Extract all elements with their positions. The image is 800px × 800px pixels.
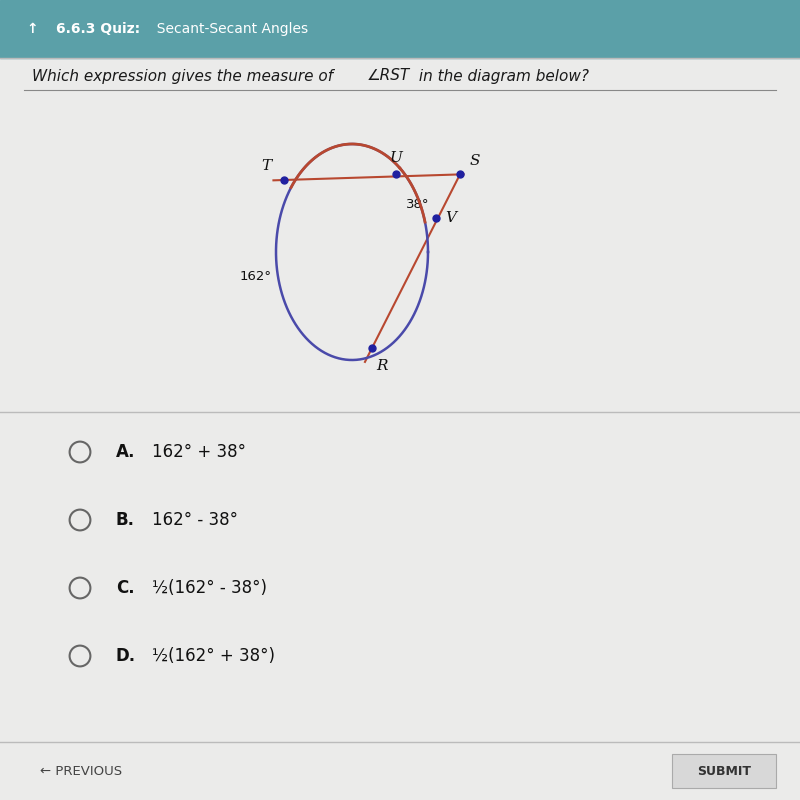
Circle shape [70, 578, 90, 598]
Text: R: R [376, 358, 387, 373]
Text: ∠RST: ∠RST [366, 69, 410, 83]
Text: 6.6.3 Quiz:: 6.6.3 Quiz: [56, 22, 140, 36]
Text: Which expression gives the measure of: Which expression gives the measure of [32, 69, 338, 83]
Text: A.: A. [116, 443, 135, 461]
Text: D.: D. [116, 647, 136, 665]
Text: 162°: 162° [240, 270, 272, 282]
Text: U: U [390, 151, 402, 166]
Text: V: V [445, 210, 456, 225]
Text: B.: B. [116, 511, 135, 529]
Text: in the diagram below?: in the diagram below? [414, 69, 590, 83]
Text: ½(162° - 38°): ½(162° - 38°) [152, 579, 267, 597]
Text: 162° + 38°: 162° + 38° [152, 443, 246, 461]
Bar [672, 754, 776, 788]
Text: 38°: 38° [406, 198, 430, 210]
Bar [0, 0, 800, 58]
Text: ½(162° + 38°): ½(162° + 38°) [152, 647, 275, 665]
Text: T: T [262, 159, 271, 174]
Circle shape [70, 442, 90, 462]
Text: SUBMIT: SUBMIT [697, 765, 751, 778]
Text: ← PREVIOUS: ← PREVIOUS [40, 765, 122, 778]
Circle shape [70, 510, 90, 530]
Text: 162° - 38°: 162° - 38° [152, 511, 238, 529]
Text: ↑: ↑ [26, 22, 38, 36]
Text: C.: C. [116, 579, 134, 597]
Text: S: S [469, 154, 480, 168]
Text: Secant-Secant Angles: Secant-Secant Angles [148, 22, 308, 36]
Circle shape [70, 646, 90, 666]
